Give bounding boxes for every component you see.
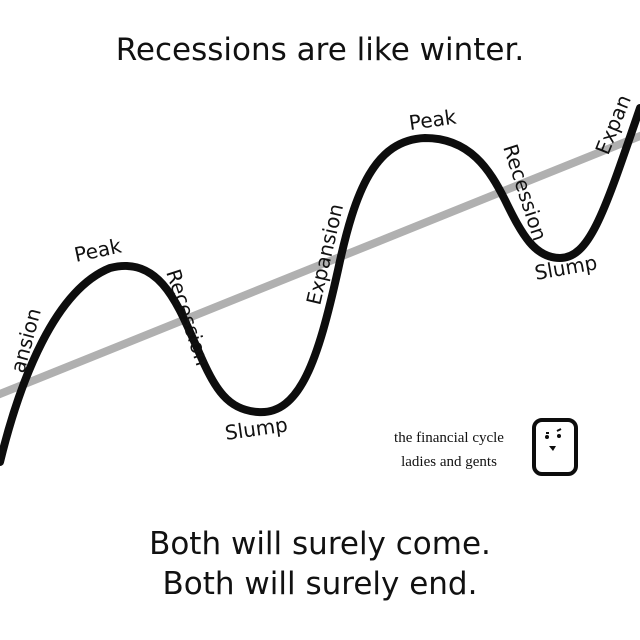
- business-cycle-curve: [0, 104, 640, 466]
- caption-line-1: the financial cycle: [394, 430, 504, 446]
- label-peak-2: Peak: [407, 105, 458, 135]
- footer-line-1: Both will surely come.: [149, 526, 491, 562]
- label-slump-1: Slump: [223, 412, 289, 445]
- comic-footer: Both will surely come. Both will surely …: [0, 524, 640, 604]
- footer-line-2: Both will surely end.: [162, 566, 478, 602]
- caption-line-2: ladies and gents: [401, 454, 497, 470]
- label-recession-1: Recession: [161, 266, 215, 368]
- growth-trend-line: [0, 131, 640, 399]
- comic-title: Recessions are like winter.: [115, 32, 525, 68]
- label-peak-1: Peak: [72, 233, 124, 266]
- character-icon: [532, 418, 578, 476]
